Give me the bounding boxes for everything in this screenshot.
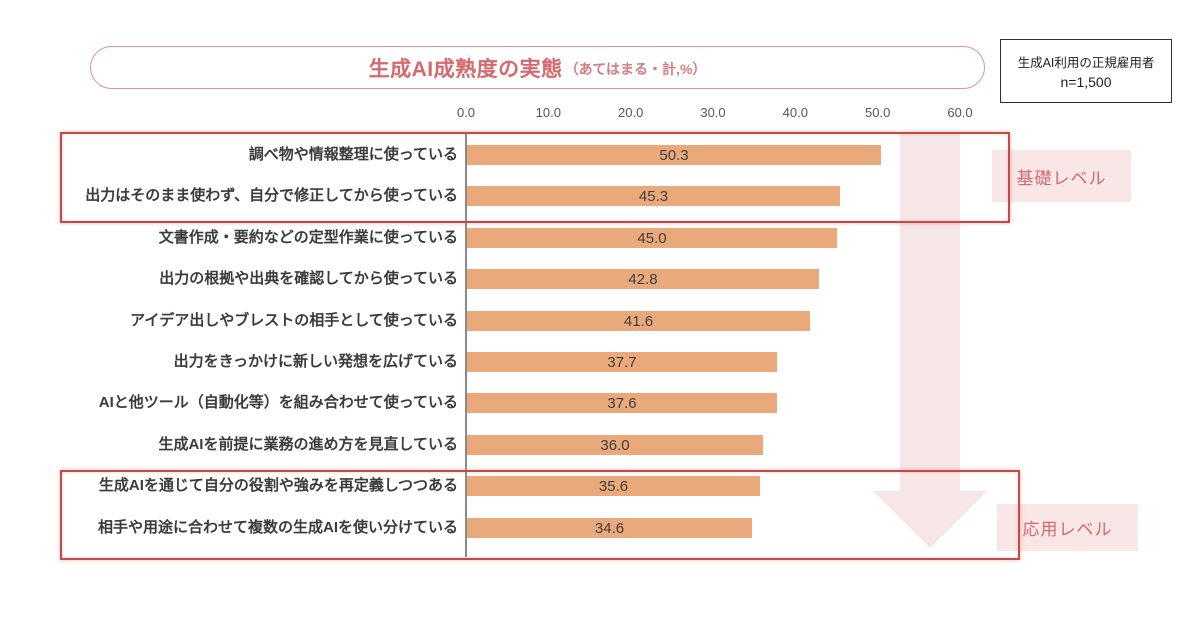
category-label: 文書作成・要約などの定型作業に使っている [158,229,458,246]
bar-value-label: 45.0 [637,229,667,247]
category-label: 出力の根拠や出典を確認してから使っている [159,270,458,287]
bar: 35.6 [467,476,760,496]
category-label: 調べ物や情報整理に使っている [248,146,458,163]
applied-level-label: 応用レベル [997,504,1138,551]
basic-level-label: 基礎レベル [992,150,1131,202]
bar-value-label: 37.7 [607,353,637,371]
sample-note-box: 生成AI利用の正規雇用者 n=1,500 [1000,39,1172,103]
bar-value-label: 50.3 [659,146,689,164]
sample-size: n=1,500 [1060,74,1112,90]
category-label: 生成AIを通じて自分の役割や強みを再定義しつつある [98,477,458,494]
chart-title: 生成AI成熟度の実態 [368,57,563,81]
bar: 37.6 [467,393,777,413]
x-axis-tick: 20.0 [618,105,644,120]
bar: 45.3 [467,186,840,206]
maturity-arrow-down-icon [873,133,987,548]
x-axis-tick: 10.0 [535,105,561,120]
x-axis-tick: 0.0 [456,105,476,120]
x-axis-tick: 50.0 [865,105,891,120]
category-label: 出力はそのまま使わず、自分で修正してから使っている [85,187,458,204]
bar-value-label: 41.6 [623,312,654,330]
bar-value-label: 37.6 [607,394,637,412]
bar: 37.7 [467,352,777,372]
bar-value-label: 42.8 [628,270,658,288]
bar-value-label: 36.0 [600,436,630,454]
y-axis-line [465,133,467,557]
chart-title-subtitle: （あてはまる・計,%） [564,61,707,77]
category-label: 出力をきっかけに新しい発想を広げている [173,353,458,370]
bar-value-label: 35.6 [598,477,629,495]
x-axis-tick: 40.0 [782,105,808,120]
x-axis-tick: 30.0 [700,105,726,120]
chart-title-box: 生成AI成熟度の実態 （あてはまる・計,%） [90,46,985,89]
bar: 41.6 [467,311,810,331]
bar: 50.3 [467,145,881,165]
category-label: AIと他ツール（自動化等）を組み合わせて使っている [98,394,458,411]
sample-note-text: 生成AI利用の正規雇用者 [1017,56,1155,70]
bar: 45.0 [467,228,837,248]
bar: 36.0 [467,435,763,455]
bar-value-label: 45.3 [638,187,669,205]
category-label: 生成AIを前提に業務の進め方を見直している [158,436,458,453]
x-axis-tick: 60.0 [947,105,973,120]
category-label: 相手や用途に合わせて複数の生成AIを使い分けている [97,519,458,536]
category-label: アイデア出しやブレストの相手として使っている [130,312,458,329]
bar-value-label: 34.6 [594,519,625,537]
bar: 42.8 [467,269,819,289]
bar: 34.6 [467,518,752,538]
